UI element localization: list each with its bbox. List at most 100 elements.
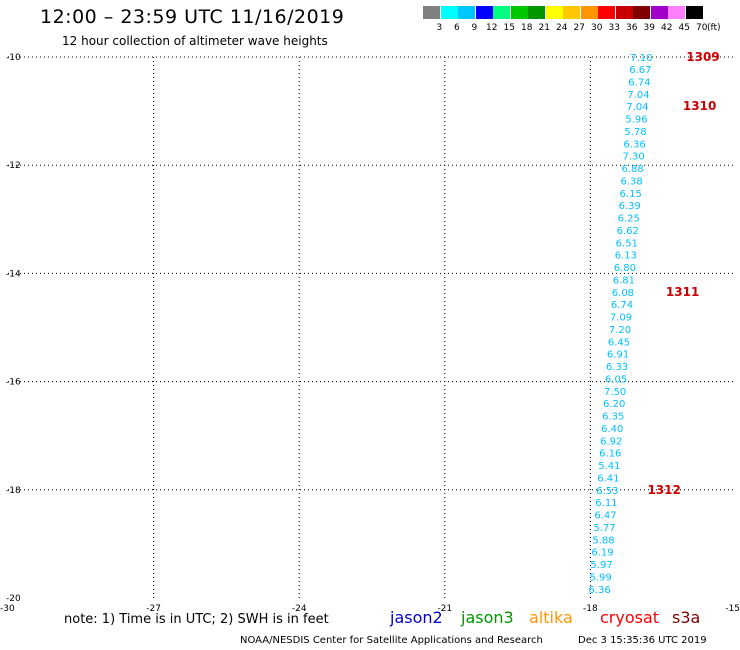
wave-height-label: 6.91 xyxy=(607,349,629,360)
satellite-legend-item: jason3 xyxy=(461,608,514,627)
x-tick-label: -21 xyxy=(437,604,452,614)
pass-number-label: 1310 xyxy=(683,99,716,113)
wave-height-label: 5.41 xyxy=(598,461,620,472)
satellite-legend-item: altika xyxy=(529,608,573,627)
color-scale-label: 18 xyxy=(521,23,533,33)
wave-height-label: 6.45 xyxy=(608,338,630,349)
wave-height-label: 6.08 xyxy=(612,288,634,299)
color-scale-swatch xyxy=(510,6,528,19)
y-tick-label: -14 xyxy=(6,269,21,279)
wave-height-label: 6.36 xyxy=(623,140,645,151)
wave-height-label: 5.97 xyxy=(590,560,612,571)
wave-height-label: 6.16 xyxy=(599,448,621,459)
wave-height-label: 6.38 xyxy=(621,176,643,187)
units-note: note: 1) Time is in UTC; 2) SWH is in fe… xyxy=(64,612,329,627)
wave-height-label: 6.36 xyxy=(588,585,610,596)
wave-height-label: 6.39 xyxy=(619,201,641,212)
wave-height-label: 7.10 xyxy=(630,53,652,64)
color-scale-label: 27 xyxy=(573,23,585,33)
color-scale-label: 42 xyxy=(661,23,673,33)
y-tick-label: -18 xyxy=(6,486,21,496)
pass-number-label: 1309 xyxy=(686,50,719,64)
color-scale-swatch xyxy=(615,6,633,19)
wave-height-label: 6.51 xyxy=(616,239,638,250)
wave-height-label: 5.78 xyxy=(624,127,646,138)
color-scale-swatch xyxy=(650,6,668,19)
color-scale-label: 12 xyxy=(486,23,498,33)
y-tick-label: -10 xyxy=(6,53,21,63)
color-scale-swatch xyxy=(668,6,685,19)
wave-height-label: 6.05 xyxy=(605,374,627,385)
footer-credit: NOAA/NESDIS Center for Satellite Applica… xyxy=(240,635,543,646)
color-scale-swatch xyxy=(598,6,615,19)
wave-height-label: 5.99 xyxy=(589,572,611,583)
wave-height-label: 6.13 xyxy=(615,250,637,261)
wave-height-label: 6.80 xyxy=(614,263,636,274)
satellite-legend-item: jason2 xyxy=(390,608,443,627)
color-scale-swatch xyxy=(633,6,650,19)
wave-height-label: 7.50 xyxy=(604,387,626,398)
wave-height-label: 6.11 xyxy=(595,498,617,509)
color-scale-swatch xyxy=(493,6,510,19)
wave-height-label: 6.53 xyxy=(596,486,618,497)
wave-height-label: 6.74 xyxy=(628,77,650,88)
color-scale-swatch xyxy=(580,6,598,19)
pass-number-label: 1311 xyxy=(666,285,699,299)
color-scale-swatch xyxy=(423,6,440,19)
wave-height-label: 6.33 xyxy=(606,362,628,373)
wave-height-label: 7.30 xyxy=(622,151,644,162)
y-tick-label: -20 xyxy=(6,594,21,604)
wave-height-label: 6.92 xyxy=(600,437,622,448)
color-scale-unit: (ft) xyxy=(707,23,721,33)
wave-height-label: 6.88 xyxy=(621,164,643,175)
color-scale-swatch xyxy=(685,6,703,19)
color-scale-swatch xyxy=(458,6,475,19)
wave-height-label: 7.04 xyxy=(627,90,649,101)
color-scale-swatch xyxy=(545,6,563,19)
wave-height-label: 5.96 xyxy=(625,115,647,126)
x-tick-label: -15 xyxy=(725,604,740,614)
wave-height-label: 7.09 xyxy=(610,313,632,324)
satellite-legend-item: s3a xyxy=(672,608,701,627)
x-tick-label: -30 xyxy=(0,604,15,614)
wave-height-label: 5.88 xyxy=(592,536,614,547)
wave-height-label: 7.20 xyxy=(609,325,631,336)
color-scale-label: 24 xyxy=(556,23,568,33)
color-scale-label: 33 xyxy=(608,23,620,33)
wave-height-label: 6.67 xyxy=(629,65,651,76)
wave-height-label: 6.47 xyxy=(594,511,616,522)
footer-timestamp: Dec 3 15:35:36 UTC 2019 xyxy=(578,635,707,646)
color-scale-label: 6 xyxy=(454,23,460,33)
wave-height-label: 6.41 xyxy=(597,473,619,484)
pass-number-label: 1312 xyxy=(647,483,680,497)
wave-height-label: 6.62 xyxy=(617,226,639,237)
color-scale-swatch xyxy=(563,6,580,19)
color-scale-swatch xyxy=(528,6,545,19)
color-scale-label: 45 xyxy=(678,23,690,33)
satellite-legend-item: cryosat xyxy=(600,608,660,627)
color-scale-label: 70 xyxy=(696,23,708,33)
page-title: 12:00 – 23:59 UTC 11/16/2019 xyxy=(40,6,345,28)
color-scale-label: 36 xyxy=(626,23,638,33)
wave-height-label: 6.40 xyxy=(601,424,623,435)
x-tick-label: -24 xyxy=(292,604,307,614)
wave-height-label: 6.15 xyxy=(620,189,642,200)
x-tick-label: -18 xyxy=(583,604,598,614)
wave-height-label: 6.25 xyxy=(618,214,640,225)
color-scale-swatch xyxy=(440,6,458,19)
page-subtitle: 12 hour collection of altimeter wave hei… xyxy=(62,34,328,48)
color-scale-label: 9 xyxy=(471,23,478,33)
color-scale-label: 39 xyxy=(643,23,655,33)
wave-height-label: 6.35 xyxy=(602,412,624,423)
wave-height-label: 6.20 xyxy=(603,399,625,410)
wave-height-label: 7.04 xyxy=(626,102,648,113)
color-scale-swatch xyxy=(475,6,493,19)
wave-height-label: 6.74 xyxy=(611,300,633,311)
color-scale-label: 15 xyxy=(503,23,515,33)
x-tick-label: -27 xyxy=(146,604,161,614)
color-scale-label: 21 xyxy=(538,23,550,33)
wave-height-label: 5.77 xyxy=(593,523,615,534)
color-scale-label: 30 xyxy=(591,23,603,33)
color-scale-label: 3 xyxy=(436,23,443,33)
